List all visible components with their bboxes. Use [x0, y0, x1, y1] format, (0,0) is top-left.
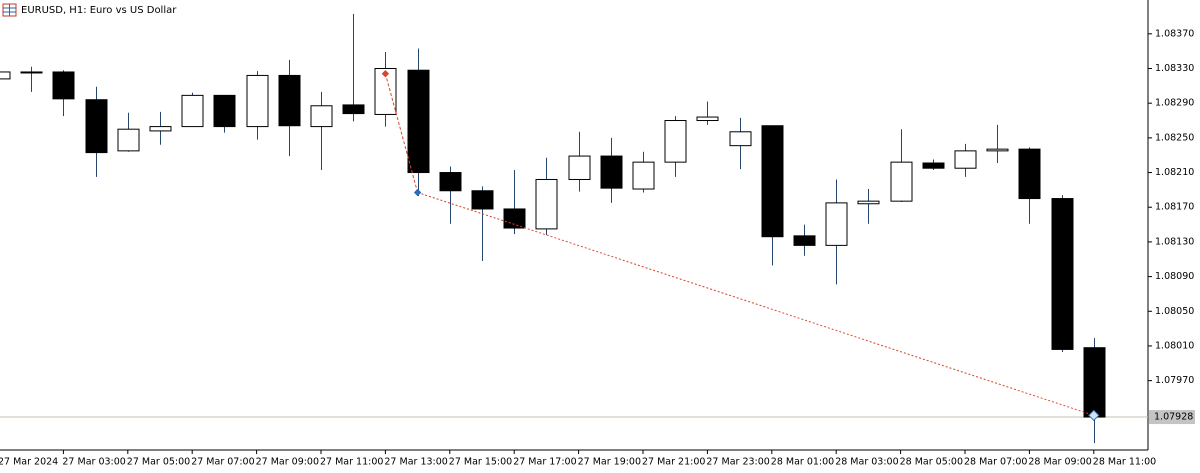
trade-line [417, 192, 1094, 416]
candle-body [664, 120, 687, 163]
candle-body [117, 128, 140, 152]
x-tick-label: 27 Mar 07:00 [191, 457, 254, 468]
x-tick-label: 28 Mar 05:00 [900, 457, 963, 468]
candle-body [1051, 198, 1074, 350]
x-tick-label: 27 Mar 17:00 [513, 457, 576, 468]
chart-title: EURUSD, H1: Euro vs US Dollar [21, 5, 177, 16]
x-tick-label: 27 Mar 15:00 [449, 457, 512, 468]
candle-body [825, 202, 848, 246]
x-tick-label: 28 Mar 07:00 [964, 457, 1027, 468]
candle-body [632, 161, 655, 190]
candle-body [310, 105, 333, 128]
candle-body [407, 69, 430, 174]
symbol-icon [2, 3, 17, 17]
x-tick-label: 27 Mar 03:00 [62, 457, 125, 468]
y-tick-label: 1.08170 [1155, 202, 1194, 213]
y-tick-label: 1.08330 [1155, 63, 1194, 74]
candle-body [761, 125, 784, 238]
y-tick-label: 1.08090 [1155, 271, 1194, 282]
y-tick-label: 1.08370 [1155, 28, 1194, 39]
trade-marker [381, 69, 390, 78]
candle-body [890, 161, 913, 202]
candle-body [1083, 347, 1106, 418]
x-tick-label: 28 Mar 11:00 [1093, 457, 1156, 468]
x-tick-label: 27 Mar 2024 [0, 457, 58, 468]
candle-body [954, 150, 977, 169]
x-tick-label: 28 Mar 03:00 [835, 457, 898, 468]
y-tick-label: 1.08050 [1155, 306, 1194, 317]
candle-body [181, 94, 204, 128]
y-tick-label: 1.08290 [1155, 98, 1194, 109]
y-tick-label: 1.08250 [1155, 132, 1194, 143]
candle-body [922, 162, 945, 169]
candle-body [342, 104, 365, 115]
candle-body [503, 208, 526, 229]
candle-body [278, 74, 301, 127]
x-tick-label: 28 Mar 01:00 [771, 457, 834, 468]
current-price-box [1149, 410, 1195, 425]
y-tick-label: 1.08130 [1155, 236, 1194, 247]
y-tick-label: 1.08210 [1155, 167, 1194, 178]
candle-body [85, 99, 108, 154]
candle-body [471, 190, 494, 210]
x-tick-label: 27 Mar 13:00 [384, 457, 447, 468]
candle-body [52, 71, 75, 100]
candle-body [857, 200, 880, 205]
candle-body [729, 131, 752, 147]
y-tick-label: 1.07970 [1155, 375, 1194, 386]
x-tick-label: 27 Mar 11:00 [320, 457, 383, 468]
candle-body [246, 74, 269, 128]
y-tick-label: 1.08010 [1155, 340, 1194, 351]
candle-body [374, 67, 397, 115]
trade-marker [1088, 409, 1100, 422]
candle-body [600, 155, 623, 189]
trade-line [384, 73, 419, 193]
candle-body [793, 235, 816, 246]
current-price-label: 1.07928 [1154, 412, 1193, 423]
candle-body [986, 148, 1009, 152]
candle-body [1018, 148, 1041, 200]
candle-body [439, 172, 462, 192]
candle-body [0, 71, 11, 80]
x-tick-label: 27 Mar 23:00 [706, 457, 769, 468]
trade-marker [413, 188, 422, 197]
candle-body [535, 178, 558, 230]
x-tick-label: 28 Mar 09:00 [1028, 457, 1091, 468]
x-tick-label: 27 Mar 09:00 [256, 457, 319, 468]
candle-body [213, 94, 236, 128]
x-tick-label: 27 Mar 05:00 [127, 457, 190, 468]
candle-body [696, 116, 719, 122]
candle-body [20, 71, 43, 74]
x-tick-label: 27 Mar 21:00 [642, 457, 705, 468]
candle-body [568, 155, 591, 180]
x-tick-label: 27 Mar 19:00 [578, 457, 641, 468]
candle-body [149, 126, 172, 132]
